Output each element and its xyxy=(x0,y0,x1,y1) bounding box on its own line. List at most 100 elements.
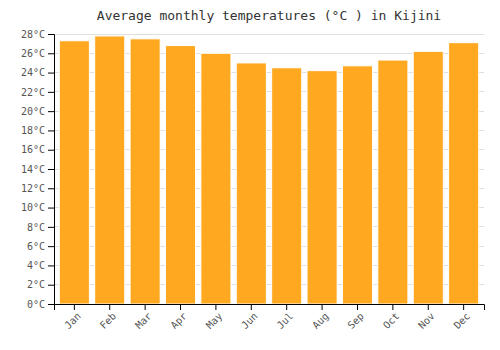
x-tick-mark xyxy=(74,304,75,310)
x-tick-mark xyxy=(463,304,464,310)
x-tick-mark xyxy=(322,304,323,310)
chart: 0°C 2°C 4°C 6°C 8°C 10°C 12°C 14°C 16°C 18°C 20°C 2… xyxy=(0,0,500,350)
y-tick-mark xyxy=(48,304,54,305)
bar xyxy=(201,53,231,304)
x-tick-label: Jun xyxy=(239,310,260,331)
x-tick: Dec xyxy=(452,304,473,331)
title: Average monthly temperatures (°C ) in Ki… xyxy=(97,8,441,23)
y-tick-mark xyxy=(48,73,54,74)
y-tick-label: 10°C xyxy=(21,202,45,213)
bar xyxy=(449,43,479,304)
y-tick-mark xyxy=(48,265,54,266)
y-tick-mark xyxy=(48,246,54,247)
y-tick: 10°C xyxy=(21,202,54,213)
x-tick-mark xyxy=(428,304,429,310)
y-tick-label: 18°C xyxy=(21,125,45,136)
y-tick-label: 26°C xyxy=(21,48,45,59)
x-tick-mark xyxy=(392,304,393,310)
y-axis: 0°C 2°C 4°C 6°C 8°C 10°C 12°C 14°C 16°C 18°C 20°C 2… xyxy=(21,29,55,310)
x-tick-mark xyxy=(109,304,110,310)
y-tick-mark xyxy=(48,34,54,35)
bar xyxy=(307,71,337,304)
y-tick-mark xyxy=(48,169,54,170)
y-tick: 6°C xyxy=(27,241,54,252)
y-tick: 14°C xyxy=(21,164,54,175)
x-tick: Jun xyxy=(239,304,260,331)
x-axis-line xyxy=(55,305,485,311)
bar xyxy=(165,46,195,304)
grid xyxy=(54,34,484,304)
y-tick-label: 6°C xyxy=(27,241,45,252)
y-tick-label: 22°C xyxy=(21,87,45,98)
x-tick-label: Aug xyxy=(310,310,331,331)
y-tick: 26°C xyxy=(21,48,54,59)
x-tick-mark xyxy=(251,304,252,310)
x-tick: Oct xyxy=(381,304,402,331)
x-tick: May xyxy=(204,304,225,331)
y-axis-line xyxy=(48,35,55,305)
x-tick-mark xyxy=(180,304,181,310)
x-tick-label: Mar xyxy=(133,310,154,331)
y-tick-mark xyxy=(48,92,54,93)
y-tick: 20°C xyxy=(21,106,54,117)
plot: 0°C 2°C 4°C 6°C 8°C 10°C 12°C 14°C 16°C 18°C 20°C 2… xyxy=(21,29,485,331)
x-tick-mark xyxy=(286,304,287,310)
bar xyxy=(272,68,302,304)
x-tick-label: Dec xyxy=(452,310,473,331)
y-tick: 28°C xyxy=(21,29,54,40)
x-tick-label: Sep xyxy=(345,310,366,331)
y-tick: 12°C xyxy=(21,183,54,194)
bar xyxy=(95,36,125,304)
x-tick: Mar xyxy=(133,304,154,331)
x-tick-label: Nov xyxy=(416,310,437,331)
y-tick-mark xyxy=(48,208,54,209)
bar xyxy=(342,66,372,304)
y-tick-label: 20°C xyxy=(21,106,45,117)
x-tick-label: Feb xyxy=(98,310,119,331)
x-axis: Jan Feb Mar Apr May Jun Jul Aug Sep Oct Nov Dec xyxy=(55,304,485,331)
x-tick-label: Jan xyxy=(62,310,83,331)
y-tick-label: 4°C xyxy=(27,260,45,271)
x-tick-mark xyxy=(215,304,216,310)
y-tick: 8°C xyxy=(27,222,54,233)
y-tick: 24°C xyxy=(21,67,54,78)
x-tick: Nov xyxy=(416,304,437,331)
bars xyxy=(59,36,478,304)
x-tick: Sep xyxy=(345,304,366,331)
bar xyxy=(236,63,266,304)
y-tick-label: 14°C xyxy=(21,164,45,175)
bar xyxy=(413,51,443,304)
y-tick-label: 16°C xyxy=(21,144,45,155)
bar xyxy=(59,41,89,304)
x-tick: Jan xyxy=(62,304,83,331)
y-tick-mark xyxy=(48,111,54,112)
x-tick-label: Apr xyxy=(168,310,189,331)
y-tick-label: 12°C xyxy=(21,183,45,194)
x-tick-label: Oct xyxy=(381,310,402,331)
y-tick: 22°C xyxy=(21,87,54,98)
bar xyxy=(130,39,160,304)
x-tick: Apr xyxy=(168,304,189,331)
y-tick-label: 24°C xyxy=(21,67,45,78)
y-tick: 4°C xyxy=(27,260,54,271)
bar xyxy=(378,60,408,304)
x-tick-mark xyxy=(357,304,358,310)
x-tick-label: May xyxy=(204,310,225,331)
x-tick: Aug xyxy=(310,304,331,331)
y-tick: 16°C xyxy=(21,144,54,155)
x-tick: Jul xyxy=(275,304,296,331)
y-tick: 0°C xyxy=(27,299,54,310)
x-tick: Feb xyxy=(98,304,119,331)
y-tick-label: 28°C xyxy=(21,29,45,40)
y-tick-mark xyxy=(48,285,54,286)
y-tick-mark xyxy=(48,130,54,131)
y-tick-label: 8°C xyxy=(27,222,45,233)
y-tick-mark xyxy=(48,188,54,189)
y-tick-mark xyxy=(48,53,54,54)
y-tick-label: 2°C xyxy=(27,279,45,290)
y-tick: 2°C xyxy=(27,279,54,290)
y-tick: 18°C xyxy=(21,125,54,136)
x-tick-label: Jul xyxy=(275,310,296,331)
y-tick-mark xyxy=(48,227,54,228)
y-tick-label: 0°C xyxy=(27,299,45,310)
